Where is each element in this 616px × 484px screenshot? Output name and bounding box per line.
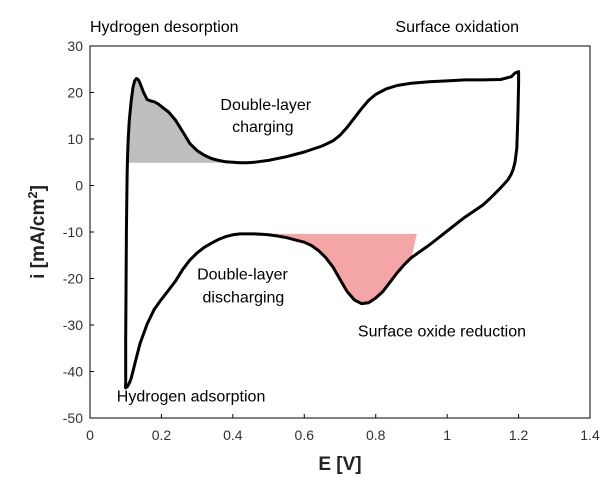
y-tick-label: -30 bbox=[63, 317, 83, 333]
annotation-7: Hydrogen adsorption bbox=[117, 389, 266, 406]
y-axis-title-main: i [mA/cm bbox=[28, 199, 49, 279]
y-axis-title-superscript: 2 bbox=[25, 191, 40, 198]
x-axis-title: E [V] bbox=[318, 454, 361, 475]
y-tick-label: -40 bbox=[63, 364, 83, 380]
y-tick-label: 0 bbox=[75, 178, 83, 194]
y-tick-label: 20 bbox=[67, 85, 83, 101]
annotation-6: Surface oxide reduction bbox=[358, 324, 526, 341]
shaded-region-0 bbox=[125, 78, 248, 163]
y-tick-label: -10 bbox=[63, 224, 83, 240]
annotation-5: discharging bbox=[203, 290, 285, 307]
x-tick-label: 0.8 bbox=[366, 427, 386, 443]
x-tick-label: 0.4 bbox=[223, 427, 243, 443]
x-tick-label: 1.2 bbox=[509, 427, 529, 443]
y-tick-label: 30 bbox=[67, 38, 83, 54]
annotation-2: Double-layer bbox=[220, 97, 311, 114]
y-axis-title-close: ] bbox=[28, 185, 49, 191]
y-tick-label: -50 bbox=[63, 410, 83, 426]
y-axis-title: i [mA/cm2] bbox=[25, 185, 49, 279]
x-tick-label: 0.2 bbox=[152, 427, 172, 443]
x-tick-label: 1 bbox=[443, 427, 451, 443]
y-tick-label: -20 bbox=[63, 271, 83, 287]
annotation-3: charging bbox=[232, 119, 293, 136]
x-tick-label: 0.6 bbox=[295, 427, 315, 443]
series-line-0 bbox=[123, 70, 521, 390]
y-axis: 30 20 10 0 -10 -20 -30 -40 -50 bbox=[63, 38, 94, 426]
x-axis: 0 0.2 0.4 0.6 0.8 1 1.2 1.4 bbox=[86, 414, 600, 443]
curve-layer bbox=[123, 70, 521, 390]
annotation-layer: Hydrogen desorption Surface oxidation Doub… bbox=[90, 19, 526, 406]
x-tick-label: 0 bbox=[86, 427, 94, 443]
annotation-1: Surface oxidation bbox=[395, 19, 519, 36]
annotation-4: Double-layer bbox=[197, 266, 288, 283]
plot-area-frame bbox=[89, 45, 591, 419]
y-tick-label: 10 bbox=[67, 131, 83, 147]
annotation-0: Hydrogen desorption bbox=[90, 19, 239, 36]
x-tick-label: 1.4 bbox=[580, 427, 600, 443]
